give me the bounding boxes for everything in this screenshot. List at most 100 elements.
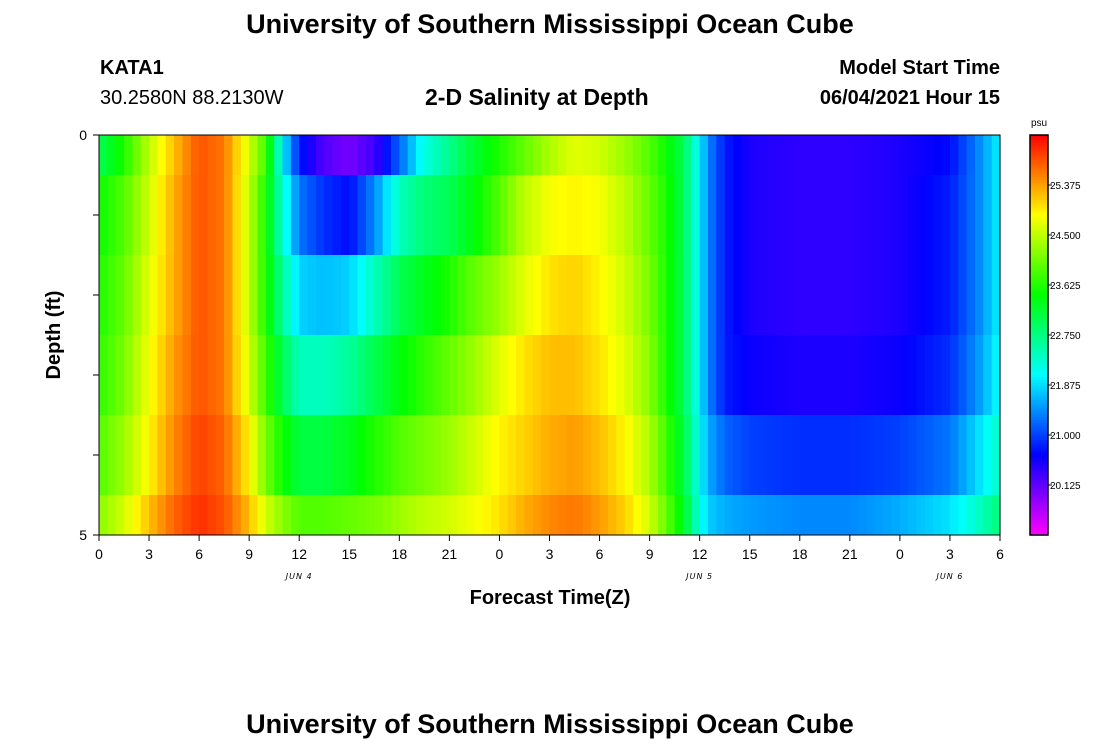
heatmap-cell	[299, 335, 309, 416]
colorbar-segment	[1030, 135, 1048, 139]
heatmap-cell	[299, 495, 309, 536]
heatmap-cell	[507, 495, 517, 536]
heatmap-cell	[632, 255, 642, 336]
heatmap-cell	[841, 415, 851, 496]
heatmap-cell	[232, 255, 242, 336]
heatmap-cell	[874, 255, 884, 336]
heatmap-cell	[99, 335, 108, 416]
heatmap-cell	[774, 415, 784, 496]
heatmap-cell	[507, 335, 517, 416]
heatmap-cell	[182, 495, 192, 536]
heatmap-cell	[991, 135, 1001, 176]
heatmap-cell	[399, 175, 409, 256]
colorbar-segment	[1030, 307, 1048, 311]
colorbar-tick-label: 22.750	[1050, 331, 1081, 342]
heatmap-cell	[507, 135, 517, 176]
heatmap-cell	[482, 495, 492, 536]
heatmap-cell	[416, 255, 425, 336]
heatmap-cell	[607, 495, 617, 536]
heatmap-cell	[532, 255, 542, 336]
heatmap-cell	[682, 415, 692, 496]
heatmap-cell	[265, 255, 275, 336]
heatmap-cell	[290, 175, 300, 256]
heatmap-cell	[149, 175, 158, 256]
heatmap-cell	[240, 175, 250, 256]
x-tick-label: 6	[195, 546, 203, 562]
heatmap-cell	[708, 255, 717, 336]
heatmap-cell	[758, 415, 767, 496]
heatmap-cell	[324, 415, 334, 496]
colorbar-segment	[1030, 240, 1048, 244]
colorbar-segment	[1030, 182, 1048, 186]
heatmap-cell	[399, 135, 409, 176]
colorbar-segment	[1030, 525, 1048, 529]
heatmap-cell	[749, 335, 759, 416]
heatmap-cell	[883, 415, 893, 496]
heatmap-cell	[416, 415, 425, 496]
heatmap-cell	[933, 415, 943, 496]
heatmap-cell	[766, 175, 776, 256]
heatmap-cell	[741, 495, 751, 536]
colorbar-segment	[1030, 457, 1048, 461]
heatmap-cell	[274, 415, 284, 496]
heatmap-cell	[449, 335, 459, 416]
heatmap-cell	[833, 135, 843, 176]
heatmap-cell	[824, 135, 834, 176]
heatmap-cell	[441, 175, 450, 256]
heatmap-cell	[574, 255, 584, 336]
heatmap-cell	[616, 135, 626, 176]
heatmap-cell	[474, 135, 484, 176]
heatmap-cell	[749, 175, 759, 256]
heatmap-cell	[749, 495, 759, 536]
heatmap-cell	[449, 255, 459, 336]
heatmap-cell	[924, 335, 934, 416]
heatmap-cell	[691, 135, 701, 176]
heatmap-cell	[416, 495, 425, 536]
heatmap-cell	[766, 255, 776, 336]
heatmap-cell	[874, 495, 884, 536]
heatmap-cell	[349, 495, 359, 536]
heatmap-cell	[441, 255, 450, 336]
heatmap-cell	[482, 135, 492, 176]
heatmap-cell	[499, 175, 509, 256]
heatmap-cell	[182, 335, 192, 416]
heatmap-cell	[549, 255, 559, 336]
colorbar-segment	[1030, 355, 1048, 359]
heatmap-cell	[916, 255, 926, 336]
colorbar-segment	[1030, 197, 1048, 201]
colorbar-segment	[1030, 522, 1048, 526]
heatmap-cell	[774, 135, 784, 176]
heatmap-cell	[149, 415, 158, 496]
heatmap-cell	[174, 255, 184, 336]
heatmap-cell	[774, 175, 784, 256]
heatmap-cell	[249, 335, 259, 416]
heatmap-cell	[365, 175, 375, 256]
heatmap-cell	[607, 335, 617, 416]
heatmap-cell	[432, 175, 442, 256]
heatmap-cell	[257, 135, 267, 176]
heatmap-cell	[791, 175, 801, 256]
colorbar-segment	[1030, 485, 1048, 489]
heatmap-cell	[224, 415, 234, 496]
colorbar-tick-label: 24.500	[1050, 231, 1081, 242]
heatmap-cell	[858, 255, 868, 336]
heatmap-cell	[240, 415, 250, 496]
heatmap-cell	[657, 175, 667, 256]
heatmap-cell	[632, 135, 642, 176]
heatmap-cell	[891, 175, 901, 256]
heatmap-cell	[966, 415, 976, 496]
heatmap-cell	[541, 415, 551, 496]
heatmap-cell	[866, 135, 876, 176]
colorbar-segment	[1030, 290, 1048, 294]
colorbar-segment	[1030, 185, 1048, 189]
x-tick-label: 21	[842, 546, 858, 562]
heatmap-cell	[340, 495, 350, 536]
colorbar-segment	[1030, 172, 1048, 176]
heatmap-cell	[340, 415, 350, 496]
heatmap-cell	[282, 415, 292, 496]
heatmap-cell	[240, 335, 250, 416]
heatmap-cell	[365, 495, 375, 536]
heatmap-cell	[165, 255, 175, 336]
heatmap-cell	[866, 415, 876, 496]
heatmap-cell	[190, 135, 200, 176]
